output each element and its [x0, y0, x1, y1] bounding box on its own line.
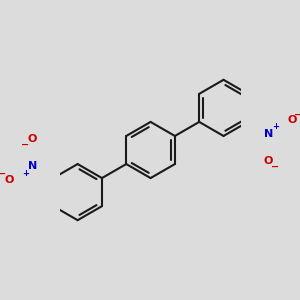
- Text: O: O: [4, 175, 14, 184]
- Text: −: −: [21, 140, 29, 150]
- Text: −: −: [294, 110, 300, 119]
- Text: −: −: [271, 162, 279, 172]
- Text: +: +: [22, 169, 29, 178]
- Text: O: O: [287, 116, 297, 125]
- Text: N: N: [28, 161, 37, 171]
- Text: −: −: [0, 169, 6, 178]
- Text: N: N: [264, 129, 273, 139]
- Text: O: O: [264, 156, 273, 166]
- Text: +: +: [272, 122, 279, 131]
- Text: O: O: [28, 134, 37, 144]
